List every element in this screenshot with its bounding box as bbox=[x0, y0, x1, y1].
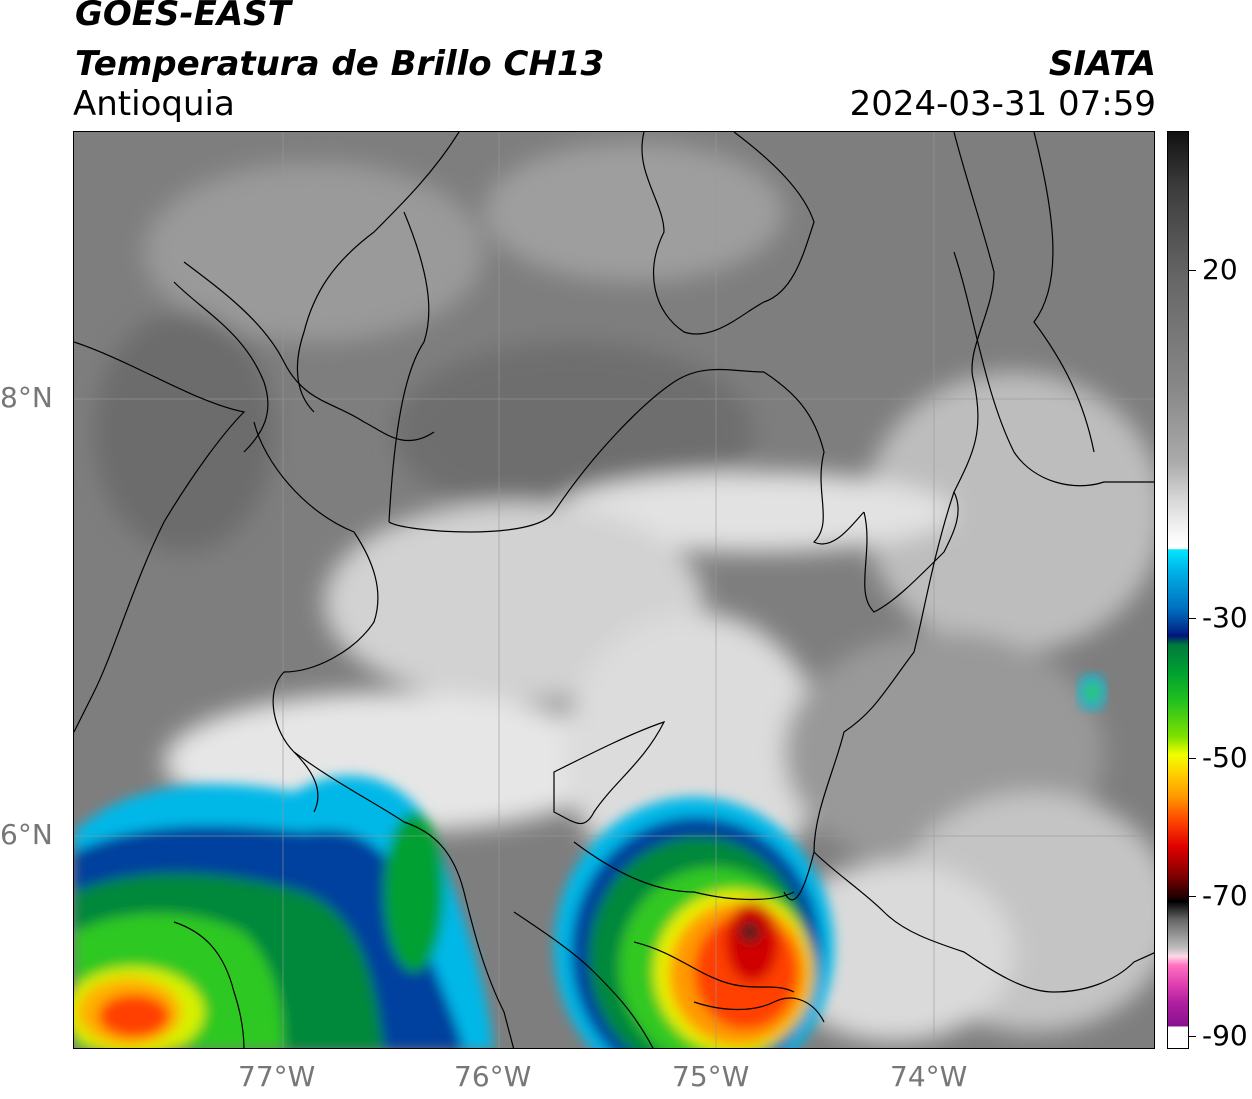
colorbar-label-minus30: -30 bbox=[1202, 601, 1248, 634]
colorbar-label-20: 20 bbox=[1202, 253, 1238, 286]
lat-label-6n: 6°N bbox=[0, 818, 53, 851]
agency-label: SIATA bbox=[1048, 44, 1156, 84]
lon-label-77w: 77°W bbox=[238, 1060, 316, 1093]
colorbar-tick bbox=[1189, 896, 1196, 897]
lon-label-76w: 76°W bbox=[454, 1060, 532, 1093]
colorbar-tick bbox=[1189, 270, 1196, 271]
satellite-title: GOES-EAST bbox=[75, 0, 291, 34]
colorbar-label-minus90: -90 bbox=[1202, 1019, 1248, 1052]
colorbar bbox=[1167, 131, 1189, 1049]
colorbar-tick bbox=[1189, 1036, 1196, 1037]
lon-label-75w: 75°W bbox=[672, 1060, 750, 1093]
lat-label-8n: 8°N bbox=[0, 381, 53, 414]
product-title: Temperatura de Brillo CH13 bbox=[75, 44, 605, 84]
satellite-map[interactable] bbox=[73, 131, 1155, 1049]
colorbar-label-minus50: -50 bbox=[1202, 741, 1248, 774]
colorbar-tick bbox=[1189, 618, 1196, 619]
region-label: Antioquia bbox=[73, 84, 235, 124]
timestamp-label: 2024-03-31 07:59 bbox=[849, 84, 1156, 124]
colorbar-label-minus70: -70 bbox=[1202, 879, 1248, 912]
lon-label-74w: 74°W bbox=[890, 1060, 968, 1093]
brightness-temperature-image bbox=[74, 132, 1154, 1048]
colorbar-tick bbox=[1189, 758, 1196, 759]
